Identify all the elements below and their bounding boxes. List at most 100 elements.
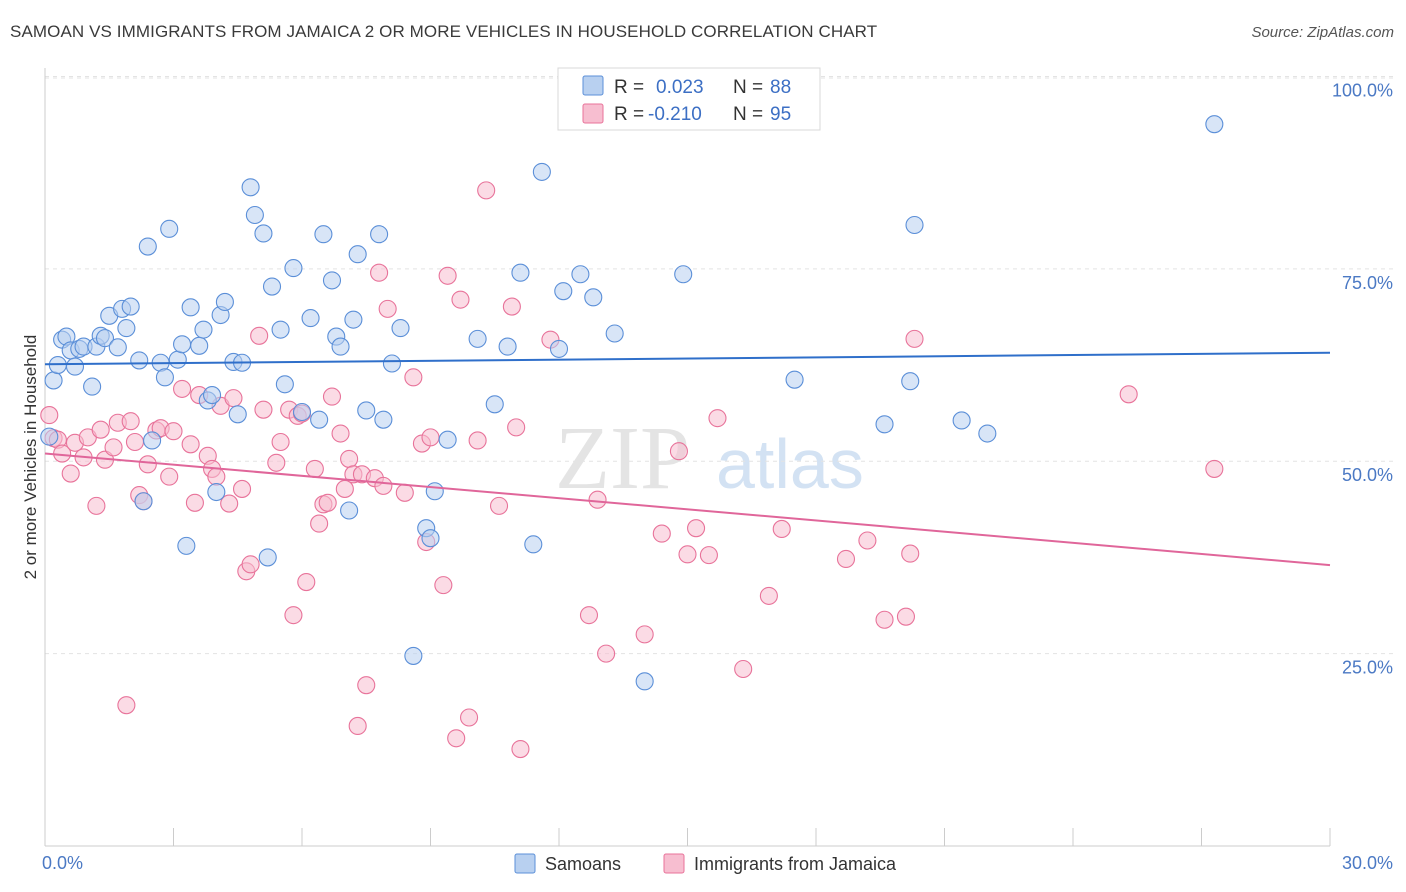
samoans-point-14	[108, 338, 127, 357]
jamaica-point-22	[164, 422, 183, 441]
samoans-point-39	[241, 178, 260, 197]
jamaica-point-62	[404, 368, 423, 387]
samoans-point-59	[374, 410, 393, 429]
x-tick-label-min: 0.0%	[42, 853, 83, 873]
samoans-point-37	[228, 405, 247, 424]
trend-line-samoans	[44, 351, 1331, 366]
jamaica-point-92	[858, 531, 877, 550]
legend-n-label-jamaica: N =	[733, 104, 763, 125]
y-tick-label-0: 25.0%	[1342, 658, 1393, 678]
jamaica-point-83	[669, 442, 688, 461]
jamaica-point-67	[438, 266, 457, 285]
jamaica-point-44	[297, 573, 316, 592]
jamaica-point-65	[421, 428, 440, 447]
samoans-point-25	[168, 350, 187, 369]
y-tick-label-1: 50.0%	[1342, 465, 1393, 485]
samoans-point-76	[584, 288, 603, 307]
samoans-point-20	[138, 237, 157, 256]
samoans-point-32	[203, 386, 222, 405]
jamaica-point-41	[284, 606, 303, 625]
samoans-point-45	[275, 375, 294, 394]
bottom-legend-swatch-jamaica	[663, 853, 685, 874]
jamaica-point-89	[759, 586, 778, 605]
samoans-point-56	[348, 245, 367, 264]
jamaica-point-48	[318, 493, 337, 512]
samoans-point-28	[181, 298, 200, 317]
jamaica-point-8	[87, 496, 106, 515]
jamaica-point-95	[901, 544, 920, 563]
jamaica-point-45	[305, 459, 324, 478]
y-tick-labels: 25.0% 50.0% 75.0% 100.0%	[1332, 80, 1393, 677]
samoans-point-44	[271, 320, 290, 339]
jamaica-point-46	[310, 514, 329, 533]
series-legend: Samoans Immigrants from Jamaica	[514, 853, 897, 874]
jamaica-point-94	[905, 329, 924, 348]
samoans-point-72	[532, 162, 551, 181]
legend-r-label-samoans: R =	[614, 77, 644, 98]
samoans-point-29	[190, 336, 209, 355]
samoans-point-48	[301, 309, 320, 328]
samoans-point-26	[173, 335, 192, 354]
samoans-point-1	[44, 371, 63, 390]
jamaica-point-38	[267, 453, 286, 472]
jamaica-point-79	[588, 490, 607, 509]
samoans-point-81	[875, 415, 894, 434]
stats-legend: R = 0.023 N = 88 R = -0.210 N = 95	[557, 67, 821, 131]
samoans-point-9	[83, 377, 102, 396]
samoans-point-23	[155, 368, 174, 387]
samoans-point-19	[134, 492, 153, 511]
samoans-point-50	[314, 225, 333, 244]
watermark-atlas: atlas	[716, 425, 864, 503]
series-samoans	[40, 115, 1224, 691]
jamaica-point-90	[772, 519, 791, 539]
jamaica-point-91	[836, 549, 856, 569]
jamaica-point-33	[232, 479, 252, 498]
samoans-point-17	[121, 297, 140, 316]
samoans-point-21	[143, 431, 162, 450]
jamaica-point-76	[511, 739, 530, 759]
jamaica-point-98	[1205, 459, 1224, 478]
legend-r-label-jamaica: R =	[614, 104, 644, 125]
jamaica-point-14	[121, 412, 140, 431]
jamaica-point-60	[378, 299, 397, 318]
jamaica-point-80	[597, 644, 616, 663]
jamaica-point-4	[61, 464, 80, 483]
samoans-point-47	[292, 402, 312, 422]
jamaica-point-85	[687, 519, 706, 538]
jamaica-point-52	[340, 449, 359, 468]
jamaica-point-0	[40, 406, 59, 425]
jamaica-point-66	[434, 576, 453, 595]
jamaica-point-31	[220, 494, 239, 513]
jamaica-point-25	[185, 493, 204, 512]
y-tick-label-2: 75.0%	[1342, 273, 1393, 293]
jamaica-point-73	[489, 496, 509, 515]
samoans-point-58	[370, 225, 389, 244]
samoans-point-69	[498, 337, 517, 356]
samoans-point-86	[1205, 115, 1224, 134]
legend-n-value-jamaica: 95	[770, 104, 791, 125]
samoans-point-55	[344, 310, 363, 329]
legend-r-value-samoans: 0.023	[656, 77, 704, 98]
jamaica-point-24	[181, 435, 200, 454]
jamaica-point-15	[125, 432, 144, 452]
samoans-point-71	[524, 535, 543, 554]
jamaica-point-81	[635, 625, 654, 644]
jamaica-point-35	[241, 555, 260, 574]
samoans-point-30	[194, 320, 213, 339]
jamaica-point-51	[335, 479, 354, 498]
legend-n-label-samoans: N =	[733, 77, 763, 98]
jamaica-point-75	[507, 418, 526, 437]
samoans-point-0	[40, 427, 59, 446]
samoans-point-16	[117, 319, 136, 338]
samoans-point-78	[635, 672, 654, 691]
samoans-point-51	[322, 271, 342, 290]
samoans-point-57	[357, 401, 376, 420]
samoans-point-85	[978, 424, 997, 443]
samoans-point-83	[905, 215, 924, 235]
legend-swatch-jamaica	[582, 103, 604, 124]
jamaica-point-93	[875, 610, 894, 629]
jamaica-point-88	[734, 659, 753, 679]
jamaica-point-69	[451, 290, 470, 309]
samoans-point-12	[95, 329, 115, 348]
